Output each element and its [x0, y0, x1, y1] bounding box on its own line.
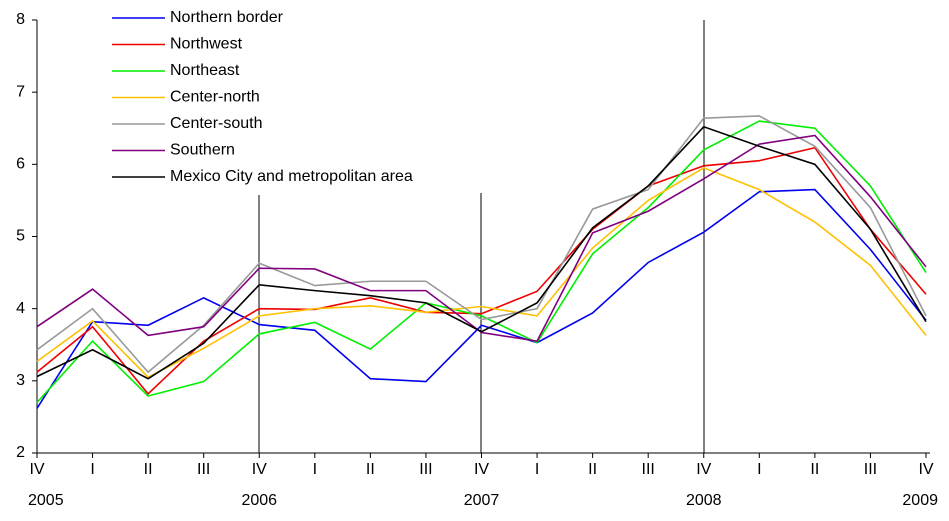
legend-label: Center-north [170, 89, 260, 106]
x-tick-label: IV [252, 461, 267, 478]
x-tick-label: I [90, 461, 94, 478]
year-label: 2006 [241, 492, 277, 509]
y-tick-label: 2 [16, 444, 25, 461]
series-line [36, 167, 927, 379]
y-tick-label: 8 [16, 11, 25, 28]
x-tick-label: III [864, 461, 877, 478]
x-tick-label: IV [474, 461, 489, 478]
x-tick-label: II [588, 461, 597, 478]
year-label: 2007 [464, 492, 500, 509]
y-tick-label: 5 [16, 228, 25, 245]
legend-label: Southern [170, 142, 235, 159]
y-tick-label: 7 [16, 83, 25, 100]
year-label: 2005 [28, 492, 64, 509]
y-tick-label: 6 [16, 156, 25, 173]
series-line [36, 125, 927, 380]
year-label: 2008 [686, 492, 722, 509]
x-tick-label: IV [918, 461, 933, 478]
legend-label: Northeast [170, 62, 240, 79]
legend-label: Northwest [170, 36, 243, 53]
legend-label: Northern border [170, 9, 284, 26]
year-label: 2009 [902, 492, 938, 509]
x-tick-label: III [642, 461, 655, 478]
x-tick-label: I [535, 461, 539, 478]
x-tick-label: III [197, 461, 210, 478]
series-line [36, 188, 927, 409]
x-tick-label: II [810, 461, 819, 478]
x-tick-label: II [366, 461, 375, 478]
x-tick-label: IV [29, 461, 44, 478]
series-line [36, 115, 927, 374]
x-tick-label: II [144, 461, 153, 478]
legend-label: Mexico City and metropolitan area [170, 168, 413, 185]
x-tick-label: IV [696, 461, 711, 478]
x-tick-label: III [419, 461, 432, 478]
legend-label: Center-south [170, 115, 263, 132]
y-tick-label: 4 [16, 300, 25, 317]
x-tick-label: I [313, 461, 317, 478]
series-line [36, 120, 927, 404]
x-tick-label: I [757, 461, 761, 478]
y-tick-label: 3 [16, 372, 25, 389]
